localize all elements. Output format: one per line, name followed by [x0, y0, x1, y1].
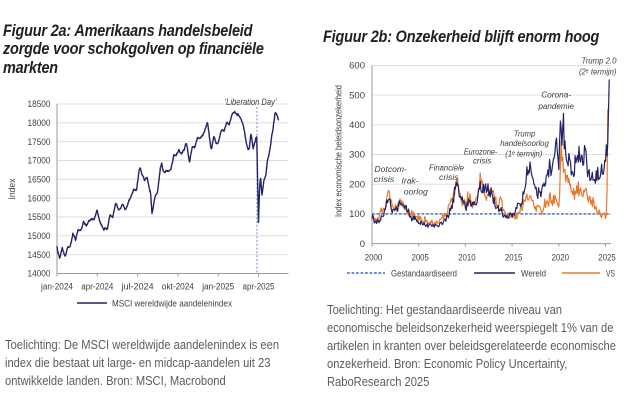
svg-text:okt-2024: okt-2024 — [162, 282, 194, 293]
svg-text:2000: 2000 — [365, 253, 383, 264]
svg-text:Corona-: Corona- — [541, 89, 571, 99]
svg-text:400: 400 — [349, 120, 365, 131]
svg-text:300: 300 — [349, 150, 365, 161]
svg-text:MSCI wereldwijde aandelenindex: MSCI wereldwijde aandelenindex — [112, 299, 232, 310]
svg-text:crisis: crisis — [473, 156, 492, 166]
svg-text:VS: VS — [606, 269, 615, 280]
svg-text:600: 600 — [349, 61, 365, 72]
svg-text:oorlog: oorlog — [404, 187, 428, 197]
svg-text:jul-2024: jul-2024 — [121, 282, 154, 293]
svg-text:16500: 16500 — [28, 175, 51, 186]
svg-text:Wereld: Wereld — [521, 269, 546, 280]
svg-text:crisis: crisis — [374, 174, 395, 184]
svg-text:2010: 2010 — [458, 253, 476, 264]
svg-text:‘Liberation Day’: ‘Liberation Day’ — [225, 97, 278, 107]
svg-text:apr-2025: apr-2025 — [243, 282, 275, 293]
svg-text:2025: 2025 — [598, 253, 616, 264]
svg-text:100: 100 — [349, 209, 365, 220]
svg-text:(1e termijn): (1e termijn) — [505, 149, 542, 159]
svg-text:jan-2024: jan-2024 — [40, 282, 73, 293]
svg-text:Irak-: Irak- — [402, 175, 419, 185]
svg-text:jan-2025: jan-2025 — [201, 282, 234, 293]
svg-text:17500: 17500 — [28, 137, 51, 148]
svg-text:Index economische beleidsonzek: Index economische beleidsonzekerheid — [334, 85, 344, 217]
svg-text:17000: 17000 — [28, 156, 51, 167]
svg-text:Trump: Trump — [514, 128, 536, 138]
svg-text:crisis: crisis — [439, 172, 459, 182]
svg-text:15000: 15000 — [28, 231, 51, 242]
svg-text:500: 500 — [349, 90, 365, 101]
svg-text:handelsoorlog: handelsoorlog — [500, 138, 549, 148]
svg-text:Financiële: Financiële — [429, 163, 464, 173]
svg-text:15500: 15500 — [28, 212, 51, 223]
svg-text:2015: 2015 — [505, 253, 523, 264]
svg-text:Trump 2.0: Trump 2.0 — [582, 56, 617, 66]
svg-text:2020: 2020 — [552, 253, 570, 264]
svg-text:16000: 16000 — [28, 193, 51, 204]
svg-text:(2e termijn): (2e termijn) — [579, 67, 617, 77]
svg-text:200: 200 — [349, 179, 365, 190]
svg-text:0: 0 — [360, 239, 365, 250]
svg-text:2005: 2005 — [411, 253, 429, 264]
svg-text:Eurozone-: Eurozone- — [464, 147, 498, 157]
svg-text:18500: 18500 — [28, 99, 51, 110]
svg-text:pandemie: pandemie — [537, 101, 574, 111]
svg-text:14000: 14000 — [28, 269, 51, 280]
svg-text:apr-2024: apr-2024 — [81, 282, 113, 293]
svg-text:Gestandaardiseerd: Gestandaardiseerd — [391, 269, 457, 280]
svg-text:14500: 14500 — [28, 250, 51, 261]
svg-text:Dotcom-: Dotcom- — [374, 164, 407, 174]
svg-text:18000: 18000 — [28, 118, 51, 129]
svg-text:Index: Index — [7, 178, 18, 199]
